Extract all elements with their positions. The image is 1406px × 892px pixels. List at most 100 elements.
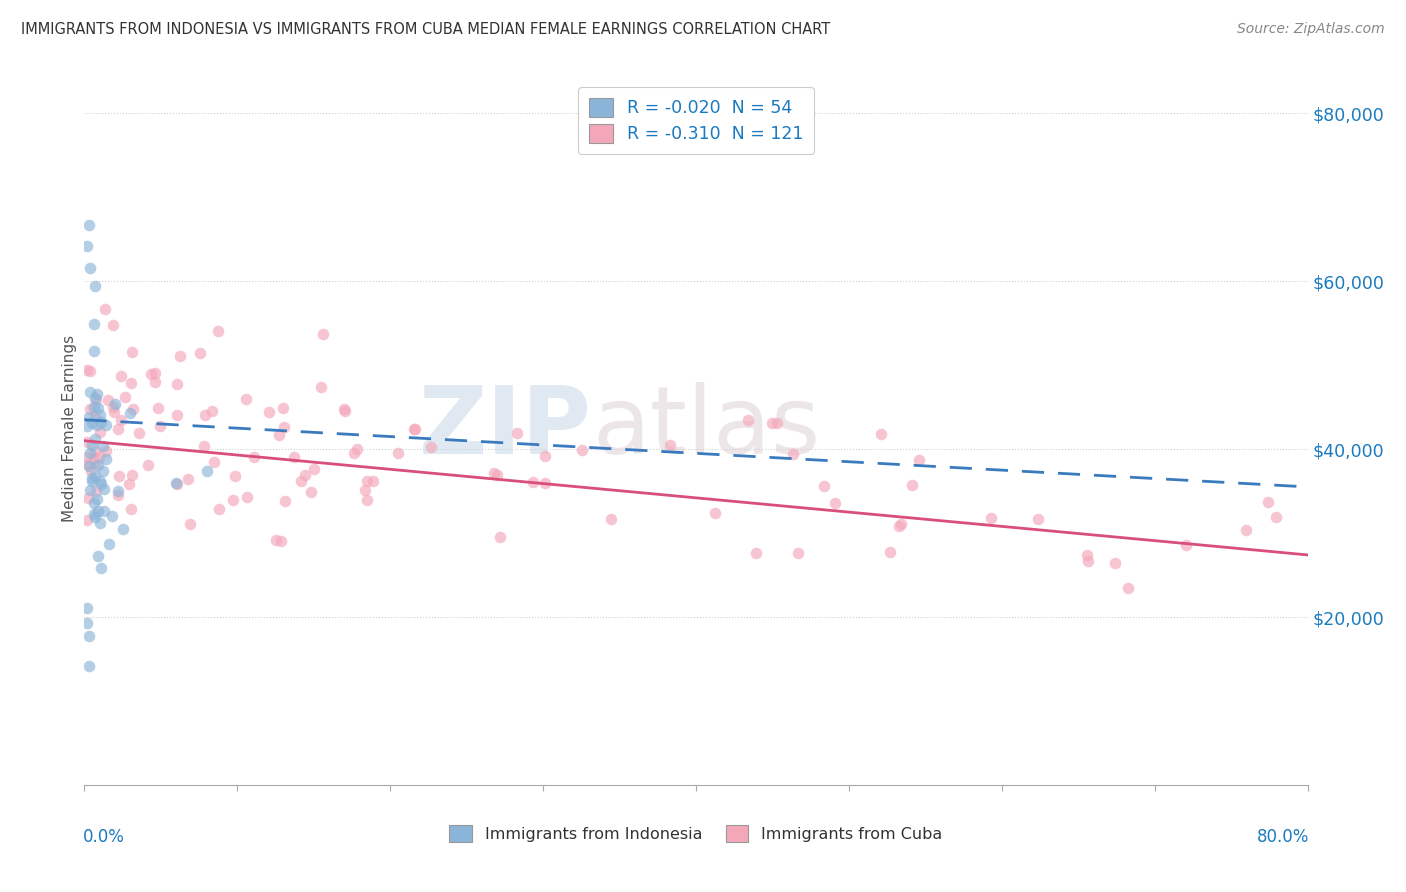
Text: 80.0%: 80.0%: [1257, 828, 1309, 846]
Point: [506, 426, 529, 441]
Point: [333, 404, 356, 418]
Point: [77, 409, 100, 424]
Point: [80, 438, 103, 452]
Point: [110, 413, 132, 427]
Point: [104, 397, 127, 411]
Point: [87, 504, 110, 518]
Point: [149, 418, 172, 433]
Point: [83, 317, 105, 331]
Point: [79, 402, 101, 417]
Point: [79, 446, 101, 460]
Point: [166, 408, 188, 422]
Point: [143, 375, 166, 389]
Point: [879, 545, 901, 559]
Point: [1104, 556, 1126, 570]
Point: [101, 400, 124, 414]
Point: [166, 377, 188, 392]
Text: ZIP: ZIP: [419, 382, 592, 475]
Point: [148, 401, 170, 415]
Point: [101, 318, 124, 332]
Point: [787, 546, 810, 560]
Point: [177, 472, 200, 486]
Point: [77, 459, 100, 474]
Point: [235, 392, 257, 407]
Point: [270, 533, 292, 548]
Point: [86, 491, 108, 506]
Point: [312, 327, 335, 342]
Point: [107, 422, 129, 436]
Point: [908, 453, 931, 467]
Point: [486, 467, 509, 482]
Point: [80, 464, 103, 478]
Point: [419, 440, 441, 454]
Point: [1175, 538, 1198, 552]
Point: [889, 519, 911, 533]
Point: [243, 450, 266, 465]
Point: [84, 410, 107, 425]
Point: [824, 496, 846, 510]
Point: [283, 450, 305, 464]
Point: [90, 561, 112, 575]
Point: [84, 391, 107, 405]
Point: [76, 513, 98, 527]
Point: [76, 616, 98, 631]
Point: [294, 468, 316, 483]
Point: [194, 409, 217, 423]
Point: [489, 530, 512, 544]
Point: [84, 469, 107, 483]
Point: [901, 478, 924, 492]
Point: [534, 475, 557, 490]
Point: [761, 416, 783, 430]
Point: [101, 509, 124, 524]
Point: [387, 446, 409, 460]
Text: Source: ZipAtlas.com: Source: ZipAtlas.com: [1237, 22, 1385, 37]
Point: [80, 474, 103, 488]
Point: [1028, 512, 1050, 526]
Point: [1264, 510, 1286, 524]
Point: [103, 405, 125, 419]
Point: [97, 393, 120, 408]
Point: [86, 386, 108, 401]
Point: [290, 474, 312, 488]
Point: [118, 476, 141, 491]
Point: [271, 401, 294, 415]
Point: [169, 350, 191, 364]
Point: [274, 493, 297, 508]
Point: [79, 364, 101, 378]
Point: [179, 517, 201, 532]
Text: 0.0%: 0.0%: [83, 828, 125, 846]
Point: [207, 324, 229, 338]
Text: IMMIGRANTS FROM INDONESIA VS IMMIGRANTS FROM CUBA MEDIAN FEMALE EARNINGS CORRELA: IMMIGRANTS FROM INDONESIA VS IMMIGRANTS …: [21, 22, 831, 37]
Point: [90, 416, 112, 430]
Point: [659, 438, 682, 452]
Point: [84, 456, 107, 470]
Point: [188, 346, 211, 360]
Point: [79, 483, 101, 497]
Point: [84, 278, 107, 293]
Point: [361, 474, 384, 488]
Point: [108, 469, 131, 483]
Point: [1077, 554, 1099, 568]
Point: [980, 510, 1002, 524]
Point: [94, 302, 117, 317]
Point: [80, 416, 103, 430]
Point: [77, 218, 100, 232]
Point: [89, 408, 111, 422]
Point: [76, 239, 98, 253]
Point: [93, 503, 115, 517]
Point: [79, 261, 101, 276]
Point: [222, 493, 245, 508]
Point: [745, 546, 768, 560]
Point: [77, 659, 100, 673]
Point: [165, 475, 187, 490]
Point: [87, 549, 110, 563]
Point: [354, 483, 377, 497]
Point: [87, 458, 110, 472]
Point: [890, 516, 912, 531]
Point: [343, 446, 366, 460]
Point: [76, 363, 98, 377]
Legend: Immigrants from Indonesia, Immigrants from Cuba: Immigrants from Indonesia, Immigrants fr…: [443, 819, 949, 848]
Point: [193, 439, 215, 453]
Point: [76, 419, 98, 434]
Point: [91, 439, 114, 453]
